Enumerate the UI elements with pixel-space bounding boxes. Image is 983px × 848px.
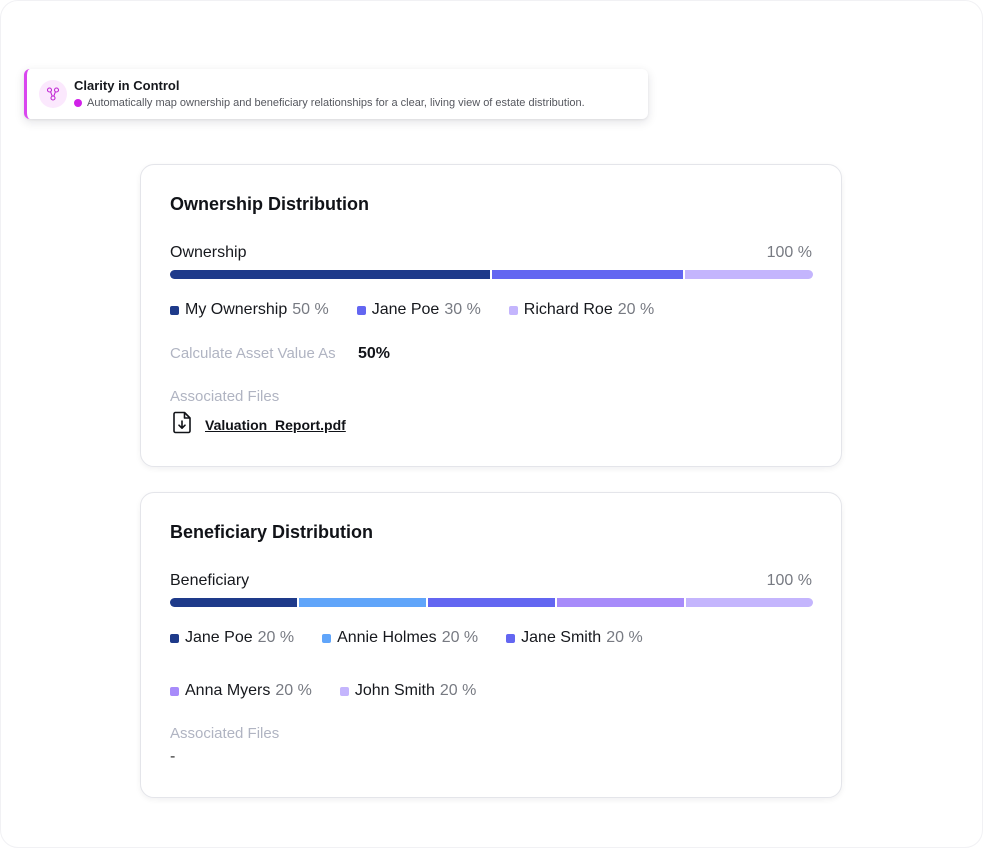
legend-percent: 50 % xyxy=(292,301,329,318)
bar-total: 100 % xyxy=(766,572,812,589)
legend-percent: 20 % xyxy=(439,682,477,699)
beneficiary-distribution-card: Beneficiary Distribution Beneficiary 100… xyxy=(140,492,842,798)
beneficiary-legend-row-2: Anna Myers 20 % John Smith 20 % xyxy=(170,682,476,700)
files-label: Associated Files xyxy=(170,388,280,405)
bar-segment xyxy=(170,270,490,279)
bar-total: 100 % xyxy=(766,244,812,261)
card-title: Beneficiary Distribution xyxy=(170,522,374,542)
legend-percent: 30 % xyxy=(444,301,481,318)
file-download-icon xyxy=(172,411,192,439)
files-empty-value: - xyxy=(170,748,176,765)
legend-item: My Ownership 50 % xyxy=(170,301,329,319)
ownership-legend: My Ownership 50 % Jane Poe 30 % Richard Roe 2… xyxy=(170,301,654,319)
legend-name: Jane Poe xyxy=(371,301,440,318)
files-label: Associated Files xyxy=(170,725,280,742)
bar-segment xyxy=(299,598,426,607)
legend-percent: 20 % xyxy=(441,629,479,646)
bar-segment xyxy=(428,598,555,607)
calc-value: 50% xyxy=(358,345,391,362)
legend-item: Anna Myers 20 % xyxy=(170,682,312,700)
network-icon xyxy=(39,80,67,108)
legend-name: Annie Holmes xyxy=(337,629,437,646)
legend-item: John Smith 20 % xyxy=(339,682,477,700)
legend-swatch xyxy=(322,633,332,643)
file-name[interactable]: Valuation_Report.pdf xyxy=(205,417,346,433)
legend-swatch xyxy=(170,686,179,696)
legend-swatch xyxy=(170,633,179,643)
bar-segment xyxy=(685,270,813,279)
legend-name: Richard Roe xyxy=(523,301,613,318)
legend-swatch xyxy=(170,305,179,315)
legend-swatch xyxy=(508,305,518,315)
card-title: Ownership Distribution xyxy=(170,194,370,214)
legend-item: Jane Smith 20 % xyxy=(506,629,643,647)
bar-segment xyxy=(491,270,684,279)
legend-name: Anna Myers xyxy=(185,682,271,699)
legend-swatch xyxy=(506,633,516,643)
file-link[interactable]: Valuation_Report.pdf xyxy=(172,411,346,439)
bullet-dot-icon xyxy=(74,99,82,107)
legend-name: John Smith xyxy=(354,682,435,699)
ownership-distribution-card: Ownership Distribution Ownership 100 % M… xyxy=(140,164,842,467)
callout-title: Clarity in Control xyxy=(74,78,180,93)
beneficiary-bar xyxy=(170,598,813,607)
calc-label: Calculate Asset Value As xyxy=(170,345,336,362)
legend-swatch xyxy=(339,686,349,696)
bar-label: Beneficiary xyxy=(170,572,250,589)
ownership-bar xyxy=(170,270,813,279)
legend-percent: 20 % xyxy=(275,682,312,699)
bar-label: Ownership xyxy=(170,244,247,261)
legend-item: Annie Holmes 20 % xyxy=(322,629,478,647)
callout-subtitle: Automatically map ownership and benefici… xyxy=(74,97,585,109)
bar-segment xyxy=(170,598,297,607)
legend-name: Jane Poe xyxy=(185,629,253,646)
legend-swatch xyxy=(356,305,366,315)
bar-segment xyxy=(557,598,684,607)
bar-segment xyxy=(686,598,813,607)
legend-percent: 20 % xyxy=(257,629,295,646)
feature-callout: Clarity in Control Automatically map own… xyxy=(24,69,648,119)
legend-name: My Ownership xyxy=(185,301,288,318)
legend-item: Richard Roe 20 % xyxy=(508,301,655,319)
beneficiary-legend-row-1: Jane Poe 20 % Annie Holmes 20 % Jane Smith 20… xyxy=(170,629,643,647)
legend-name: Jane Smith xyxy=(521,629,602,646)
legend-percent: 20 % xyxy=(606,629,643,646)
legend-percent: 20 % xyxy=(617,301,655,318)
legend-item: Jane Poe 30 % xyxy=(356,301,481,319)
legend-item: Jane Poe 20 % xyxy=(170,629,294,647)
callout-subtitle-text: Automatically map ownership and benefici… xyxy=(87,97,585,109)
